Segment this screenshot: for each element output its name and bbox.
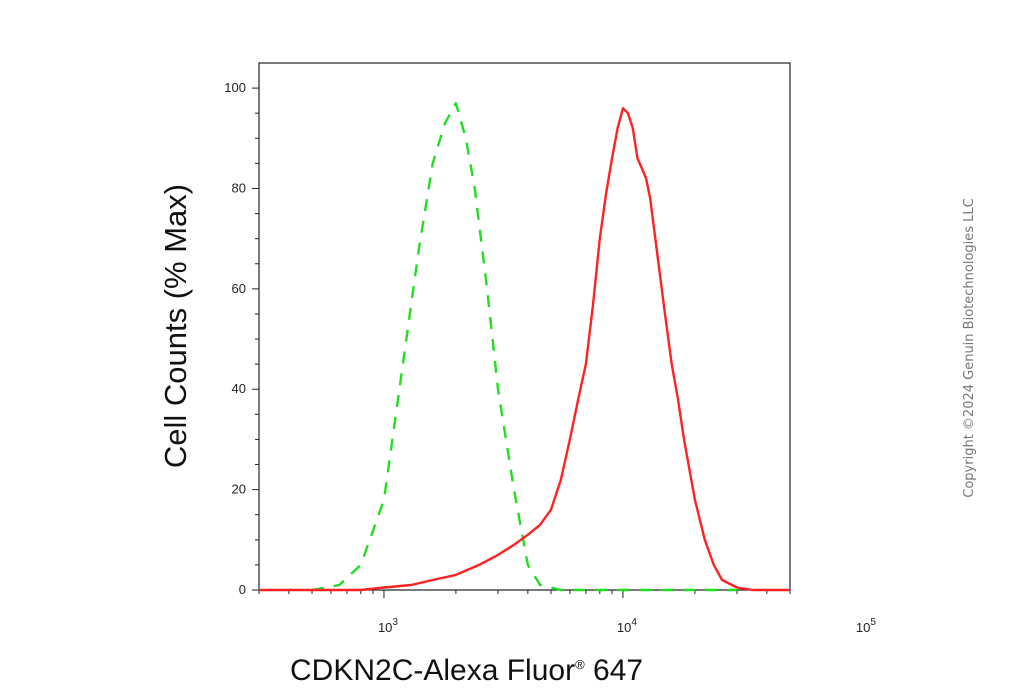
isotype-control-curve (311, 101, 737, 592)
x-axis-label-main: CDKN2C-Alexa Fluor (290, 654, 575, 687)
y-tick-label: 60 (232, 281, 246, 296)
x-axis-label-suffix: 647 (585, 654, 643, 687)
sample-curve (259, 106, 790, 592)
y-tick-label: 80 (232, 180, 246, 195)
y-tick-label: 20 (232, 482, 246, 497)
registered-mark: ® (575, 657, 585, 672)
y-axis-label: Cell Counts (% Max) (158, 184, 193, 468)
x-axis-ticks: 103 104 105 (258, 590, 876, 635)
histogram-series (259, 101, 790, 592)
y-axis-ticks: 0 20 40 60 80 100 (224, 80, 259, 597)
x-tick-label: 105 (856, 617, 876, 635)
y-tick-label: 100 (224, 80, 246, 95)
x-axis-label: CDKN2C-Alexa Fluor® 647 (290, 654, 643, 687)
y-tick-label: 40 (232, 381, 246, 396)
x-tick-label: 104 (617, 617, 637, 635)
plot-frame (258, 62, 791, 591)
x-tick-label: 103 (378, 617, 398, 635)
copyright-text: Copyright ©2024 Genuin Biotechnologies L… (962, 198, 977, 497)
y-tick-label: 0 (239, 582, 246, 597)
